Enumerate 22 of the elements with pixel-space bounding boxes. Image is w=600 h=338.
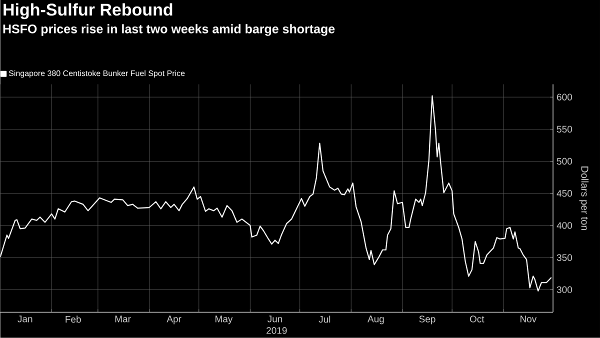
x-tick-label: Jan (18, 316, 32, 322)
y-tick-label: 450 (556, 190, 572, 197)
y-axis-title: Dollars per ton (579, 166, 589, 230)
y-tick-label: 400 (556, 222, 572, 229)
y-tick-label: 600 (557, 94, 572, 101)
y-tick-label: 300 (556, 286, 572, 294)
x-axis-title: 2019 (266, 327, 287, 334)
x-tick-label: Apr (166, 316, 182, 324)
x-tick-label: Sep (419, 316, 436, 324)
y-tick-label: 500 (556, 158, 572, 165)
x-tick-label: Mar (115, 316, 131, 322)
x-tick-label: Oct (470, 316, 484, 322)
y-tick-label: 350 (556, 254, 572, 262)
x-tick-label: Nov (520, 316, 537, 322)
x-tick-label: May (216, 316, 233, 324)
x-tick-label: Jul (318, 316, 330, 323)
chart-title: High-Sulfur Rebound (4, 3, 172, 20)
x-tick-label: Feb (66, 316, 81, 323)
chart-subtitle: HSFO prices rise in last two weeks amid barge shortage (3, 24, 335, 36)
y-tick-label: 550 (556, 126, 572, 133)
x-tick-label: Jun (267, 316, 282, 322)
x-tick-label: Aug (368, 316, 384, 324)
